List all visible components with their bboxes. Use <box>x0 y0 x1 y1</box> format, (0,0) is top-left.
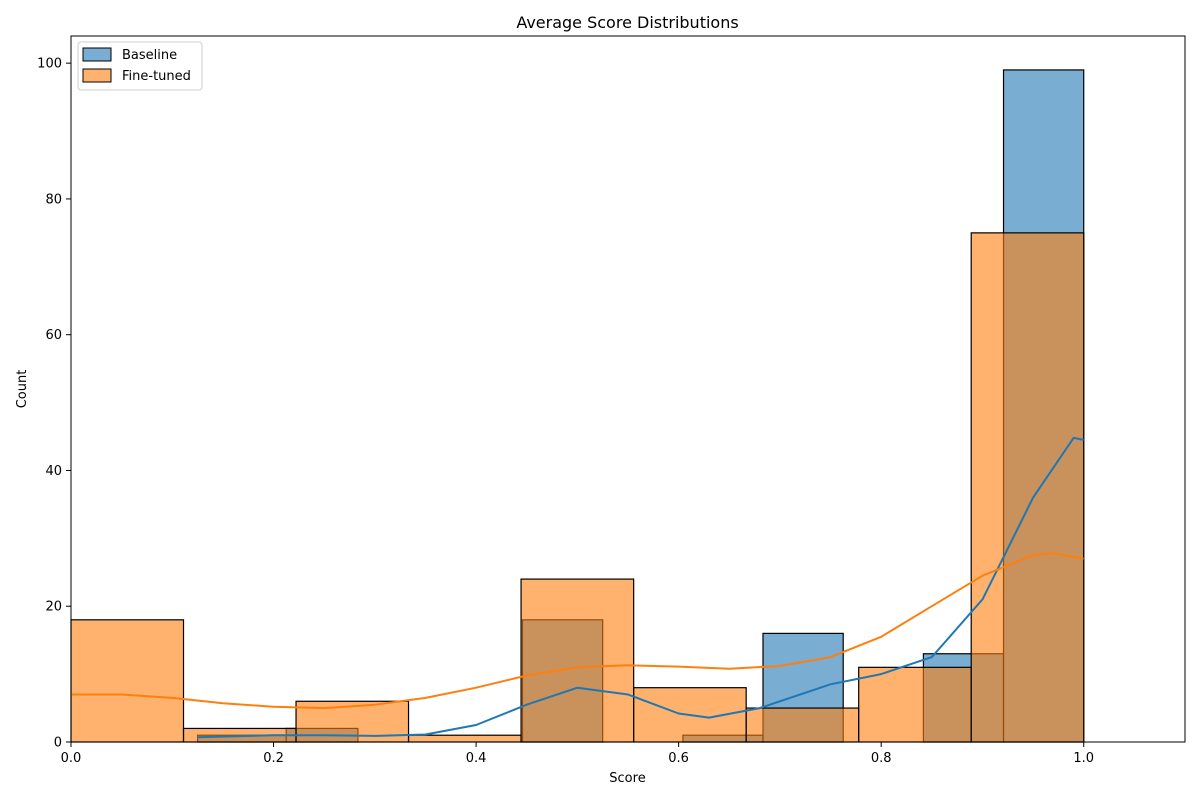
x-tick-label: 0.8 <box>871 751 892 766</box>
y-tick-label: 60 <box>45 328 62 343</box>
x-tick-label: 1.0 <box>1073 751 1094 766</box>
plot-area <box>70 35 1186 743</box>
bar <box>520 578 635 743</box>
kde-line <box>197 436 1084 739</box>
series-1-bars <box>70 232 1085 743</box>
legend: Baseline Fine-tuned <box>77 41 203 91</box>
y-tick-label: 100 <box>37 57 62 72</box>
bar <box>858 666 972 743</box>
x-tick-label: 0.2 <box>263 751 284 766</box>
y-axis: 0 20 40 60 80 100 <box>37 57 71 751</box>
y-tick-label: 0 <box>54 736 62 751</box>
legend-label: Baseline <box>122 48 177 63</box>
bar <box>70 619 185 743</box>
legend-swatch <box>82 68 112 83</box>
x-tick-label: 0.4 <box>466 751 487 766</box>
x-tick-label: 0.0 <box>61 751 82 766</box>
y-tick-label: 40 <box>45 464 62 479</box>
series-0-bars <box>196 69 1085 743</box>
bar <box>970 232 1085 743</box>
x-axis: 0.0 0.2 0.4 0.6 0.8 1.0 <box>61 742 1094 766</box>
kde-line <box>71 552 1084 710</box>
x-axis-label: Score <box>609 771 645 786</box>
bar <box>745 707 860 743</box>
x-tick-label: 0.6 <box>668 751 689 766</box>
legend-swatch <box>82 47 112 62</box>
chart-title: Average Score Distributions <box>516 13 738 32</box>
y-tick-label: 20 <box>45 600 62 615</box>
bar <box>407 734 522 743</box>
y-axis-label: Count <box>15 370 30 409</box>
y-tick-label: 80 <box>45 192 62 207</box>
plot-frame <box>70 35 1186 743</box>
legend-label: Fine-tuned <box>122 69 191 84</box>
